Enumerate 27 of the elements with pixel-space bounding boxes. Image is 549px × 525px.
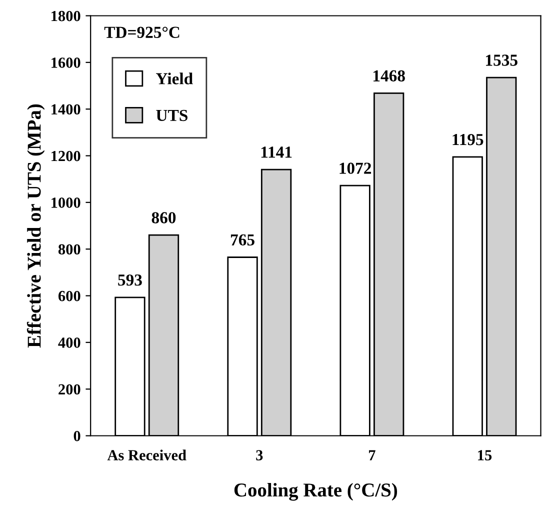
- y-tick-label: 1000: [52, 198, 80, 208]
- y-tick-label: 400: [58, 338, 80, 348]
- x-tick-label: As Received: [107, 450, 186, 460]
- legend-label: Yield: [156, 72, 193, 84]
- y-tick-label: 600: [58, 290, 80, 302]
- y-tick-label: 1800: [52, 10, 80, 22]
- data-label: 860: [152, 212, 176, 224]
- x-tick-label: 3: [256, 450, 263, 460]
- data-label: 765: [230, 234, 254, 246]
- data-label: 1535: [486, 54, 518, 66]
- data-label: 593: [118, 274, 142, 286]
- y-tick-label: 0: [74, 430, 80, 442]
- y-tick-label: 1600: [52, 58, 80, 68]
- y-tick-label: 200: [58, 384, 80, 395]
- x-tick-label: 7: [369, 450, 376, 460]
- y-axis-title: Effective Yield or UTS (MPa): [26, 104, 45, 348]
- legend-label: UTS: [156, 110, 188, 122]
- data-label: 1468: [374, 70, 405, 82]
- y-tick-label: 1200: [52, 150, 80, 162]
- data-label: 1141: [261, 146, 292, 158]
- data-label: 1072: [340, 162, 372, 174]
- data-label: 1195: [452, 134, 484, 146]
- y-tick-label: 800: [58, 244, 80, 255]
- y-tick-label: 1400: [52, 104, 80, 115]
- annotation: TD=925°C: [104, 26, 180, 38]
- x-axis-title: Cooling Rate (°C/S): [234, 482, 398, 501]
- x-tick-label: 15: [478, 450, 492, 460]
